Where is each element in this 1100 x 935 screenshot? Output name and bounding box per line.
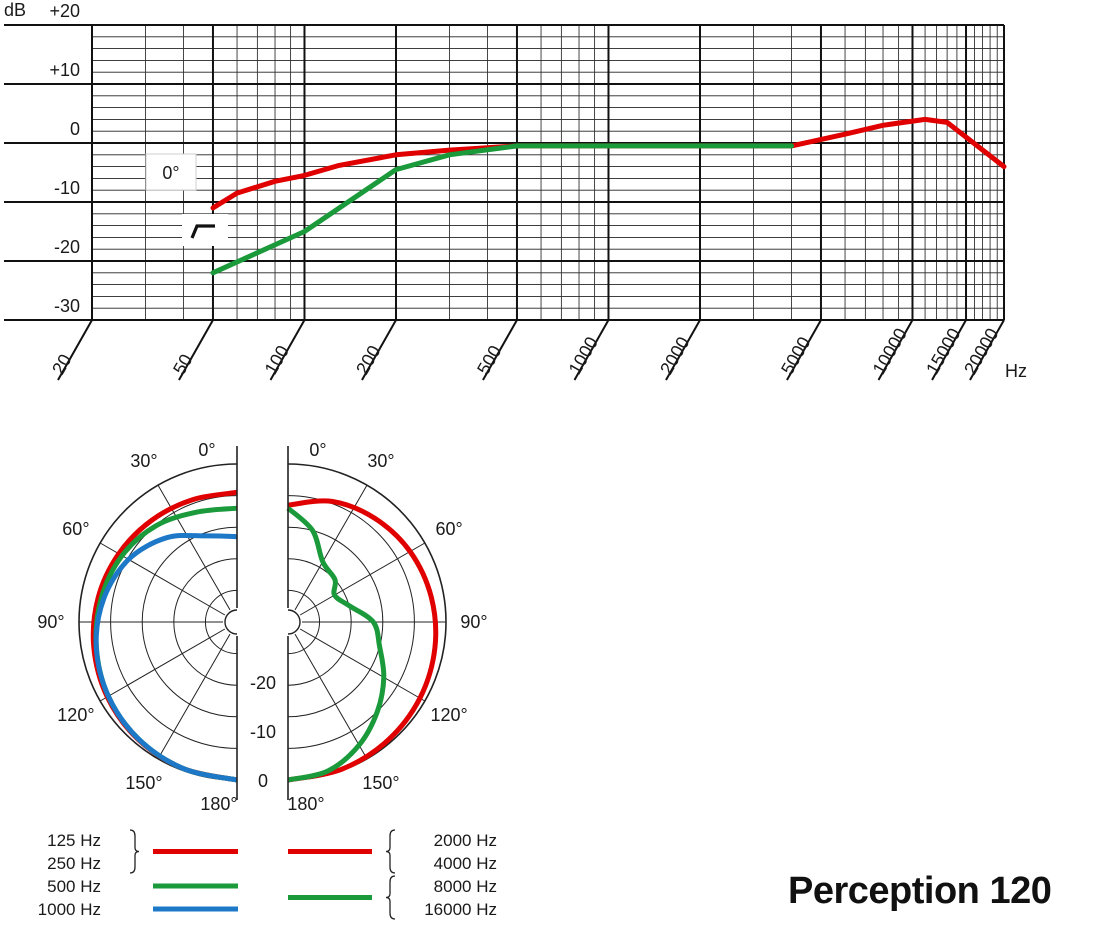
polar-angle-label: 30° — [367, 451, 394, 471]
polar-angle-label: 0° — [198, 440, 215, 460]
polar-angle-label: 150° — [125, 773, 162, 793]
y-tick-label: -30 — [54, 296, 80, 316]
polar-curve — [286, 506, 387, 783]
y-tick-label: -20 — [54, 237, 80, 257]
polar-spoke — [157, 484, 231, 611]
polar-radial-label: 0 — [258, 771, 268, 791]
x-tick-label: 20000 — [960, 325, 1002, 378]
polar-pattern-left: 180° 150° 120° 90° 60° 30° 0° — [37, 440, 238, 814]
y-tick-label: -10 — [54, 178, 80, 198]
x-tick-mark — [573, 319, 610, 381]
y-axis-label: dB — [4, 0, 26, 20]
cutoff-icon-bg — [182, 214, 228, 246]
x-tick-mark — [931, 319, 967, 381]
legend-label: 2000 Hz — [434, 831, 497, 850]
legend: 125 Hz 250 Hz 500 Hz 1000 Hz 2000 Hz 4000 Hz 8… — [38, 829, 497, 920]
polar-curve — [93, 505, 238, 783]
x-tick-mark — [178, 319, 214, 381]
x-tick-mark — [269, 319, 306, 381]
legend-label: 4000 Hz — [434, 854, 497, 873]
polar-radial-label: -10 — [250, 722, 276, 742]
legend-label: 250 Hz — [47, 854, 101, 873]
polar-angle-label: 120° — [57, 705, 94, 725]
x-tick-mark — [877, 319, 914, 381]
frequency-annotations: 0° — [145, 153, 228, 246]
product-title: Perception 120 — [788, 870, 1052, 912]
polar-angle-label: 150° — [362, 773, 399, 793]
x-tick-mark — [482, 319, 518, 381]
polar-angle-label: 90° — [460, 612, 487, 632]
polar-spoke — [299, 628, 426, 702]
low-cut-filter-icon — [190, 224, 215, 239]
legend-brace — [385, 829, 396, 874]
y-tick-label: +20 — [49, 1, 80, 21]
polar-spoke — [294, 633, 368, 760]
polar-angle-label: 120° — [430, 705, 467, 725]
y-tick-label: +10 — [49, 60, 80, 80]
polar-pattern-right: 180° 150° 120° 90° 60° 30° 0° 0 -10 -20 — [250, 440, 488, 814]
legend-label: 8000 Hz — [434, 877, 497, 896]
x-axis-label: Hz — [1005, 361, 1027, 381]
polar-angle-label: 60° — [435, 519, 462, 539]
polar-spoke — [299, 542, 426, 616]
x-tick-mark — [361, 319, 397, 381]
legend-label: 1000 Hz — [38, 900, 101, 919]
polar-spoke — [157, 633, 231, 760]
polar-angle-label: 90° — [37, 612, 64, 632]
legend-label: 16000 Hz — [424, 900, 497, 919]
polar-angle-label: 180° — [287, 794, 324, 814]
angle-annotation: 0° — [162, 163, 179, 183]
polar-curve — [287, 498, 439, 783]
x-tick-label: 15000 — [922, 325, 964, 378]
legend-brace — [385, 875, 396, 920]
legend-label: 125 Hz — [47, 831, 101, 850]
x-tick-mark — [57, 319, 93, 381]
polar-angle-label: 30° — [130, 451, 157, 471]
legend-label: 500 Hz — [47, 877, 101, 896]
response-curve-green — [210, 143, 794, 276]
angle-annotation-box — [145, 153, 197, 191]
polar-curve — [93, 532, 238, 783]
frequency-response-curves — [210, 116, 1007, 276]
y-tick-label: 0 — [70, 119, 80, 139]
polar-centre-hole — [224, 609, 238, 635]
polar-angle-label: 60° — [62, 519, 89, 539]
x-tick-mark — [786, 319, 822, 381]
polar-radial-label: -20 — [250, 673, 276, 693]
polar-spoke — [99, 628, 226, 702]
x-tick-mark — [969, 319, 1005, 381]
polar-angle-label: 0° — [309, 440, 326, 460]
x-tick-mark — [665, 319, 701, 381]
polar-angle-label: 180° — [200, 794, 237, 814]
x-tick-label: 10000 — [869, 325, 911, 378]
polar-centre-hole — [287, 609, 301, 635]
legend-brace — [129, 829, 140, 874]
